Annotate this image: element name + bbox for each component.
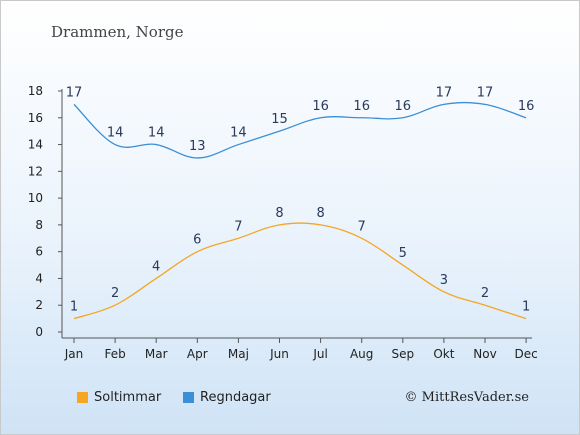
y-tick-label: 12 xyxy=(28,164,43,178)
legend-item-sun: Soltimmar xyxy=(77,390,161,405)
data-label-sun: 8 xyxy=(275,206,283,221)
x-tick-label: Apr xyxy=(187,347,208,361)
legend-swatch-sun xyxy=(77,392,88,403)
x-tick-label: Jul xyxy=(312,347,327,361)
data-label-rain: 17 xyxy=(66,85,83,100)
x-tick-label: Jun xyxy=(269,347,289,361)
y-tick-label: 6 xyxy=(35,245,43,259)
data-label-sun: 3 xyxy=(440,273,448,288)
chart-title: Drammen, Norge xyxy=(51,23,184,41)
x-tick-label: Jan xyxy=(64,347,84,361)
y-tick-label: 0 xyxy=(35,325,43,339)
x-tick-label: Nov xyxy=(473,347,496,361)
data-label-sun: 2 xyxy=(481,286,489,301)
data-label-rain: 17 xyxy=(477,85,494,100)
series-line-sun xyxy=(73,222,527,320)
x-tick-label: Maj xyxy=(228,347,249,361)
data-label-rain: 14 xyxy=(107,126,124,141)
data-label-sun: 1 xyxy=(522,300,530,315)
x-tick-label: Sep xyxy=(391,347,414,361)
data-label-sun: 6 xyxy=(193,233,201,248)
x-tick-label: Mar xyxy=(145,347,168,361)
data-label-sun: 5 xyxy=(399,246,407,261)
data-label-rain: 14 xyxy=(230,126,247,141)
y-tick-label: 8 xyxy=(35,218,43,232)
legend-label-sun: Soltimmar xyxy=(94,390,162,405)
x-tick-label: Dec xyxy=(514,347,537,361)
y-tick-label: 14 xyxy=(28,138,43,152)
data-label-rain: 15 xyxy=(271,112,288,127)
data-label-rain: 14 xyxy=(148,126,165,141)
x-tick-label: Feb xyxy=(104,347,125,361)
data-label-rain: 16 xyxy=(353,99,370,114)
series-line-rain xyxy=(73,101,527,159)
data-label-rain: 13 xyxy=(189,139,206,154)
data-label-sun: 7 xyxy=(358,219,366,234)
legend-swatch-rain xyxy=(183,392,194,403)
data-label-rain: 17 xyxy=(436,85,453,100)
y-tick-label: 18 xyxy=(28,84,43,98)
y-tick-label: 10 xyxy=(28,191,43,205)
y-tick-label: 16 xyxy=(28,111,43,125)
y-tick-label: 4 xyxy=(35,271,43,285)
data-label-sun: 2 xyxy=(111,286,119,301)
data-label-rain: 16 xyxy=(395,99,412,114)
y-tick-label: 2 xyxy=(35,298,43,312)
data-label-sun: 8 xyxy=(316,206,324,221)
legend-label-rain: Regndagar xyxy=(200,390,271,405)
legend-item-rain: Regndagar xyxy=(183,390,271,405)
x-tick-label: Okt xyxy=(433,347,454,361)
x-tick-label: Aug xyxy=(350,347,373,361)
data-label-sun: 1 xyxy=(70,300,78,315)
data-label-sun: 7 xyxy=(234,219,242,234)
data-label-sun: 4 xyxy=(152,259,160,274)
credit-text: © MittResVader.se xyxy=(404,390,529,405)
data-label-rain: 16 xyxy=(312,99,329,114)
data-label-rain: 16 xyxy=(518,99,535,114)
